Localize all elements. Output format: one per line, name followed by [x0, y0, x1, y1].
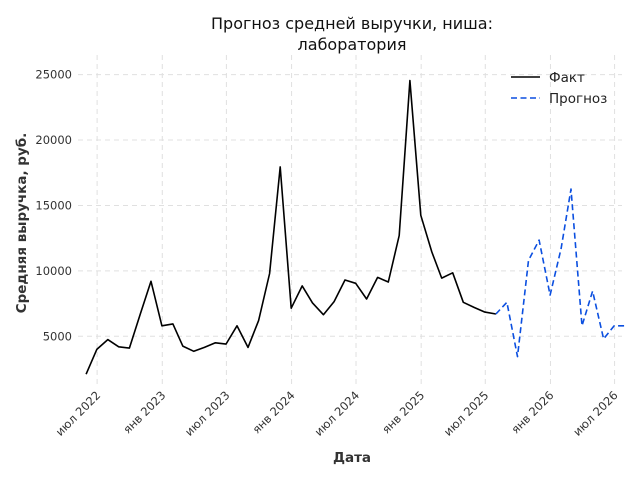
legend-fact-label: Факт — [549, 70, 585, 86]
x-tick-label: янв 2023 — [120, 388, 168, 436]
legend-forecast-label: Прогноз — [549, 91, 607, 107]
y-axis-label: Средняя выручка, руб. — [14, 133, 30, 314]
x-tick-label: июл 2023 — [182, 388, 233, 439]
y-tick-label: 5000 — [43, 329, 72, 343]
legend: Факт Прогноз — [511, 70, 607, 107]
x-axis-label: Дата — [333, 450, 371, 466]
chart-title-line-2: лаборатория — [298, 35, 407, 54]
x-tick-label: июл 2026 — [570, 388, 621, 439]
forecast-series-line — [495, 188, 626, 358]
x-tick-label: июл 2024 — [312, 388, 363, 439]
x-tick-label: янв 2024 — [250, 388, 298, 436]
x-tick-label: июл 2022 — [53, 388, 104, 439]
x-tick-label: июл 2025 — [441, 388, 492, 439]
y-tick-label: 20000 — [35, 133, 72, 147]
y-tick-label: 10000 — [35, 264, 72, 278]
y-axis-ticks: 5000 10000 15000 20000 25000 — [35, 68, 72, 344]
x-axis-ticks: июл 2022 янв 2023 июл 2023 янв 2024 июл 2024… — [53, 388, 621, 439]
y-tick-label: 25000 — [35, 68, 72, 82]
x-tick-label: янв 2025 — [379, 388, 427, 436]
y-tick-label: 15000 — [35, 198, 72, 212]
chart-title-line-1: Прогноз средней выручки, ниша: — [211, 14, 493, 33]
grid — [78, 55, 622, 386]
fact-series-line — [85, 79, 497, 375]
x-tick-label: янв 2026 — [508, 388, 556, 436]
